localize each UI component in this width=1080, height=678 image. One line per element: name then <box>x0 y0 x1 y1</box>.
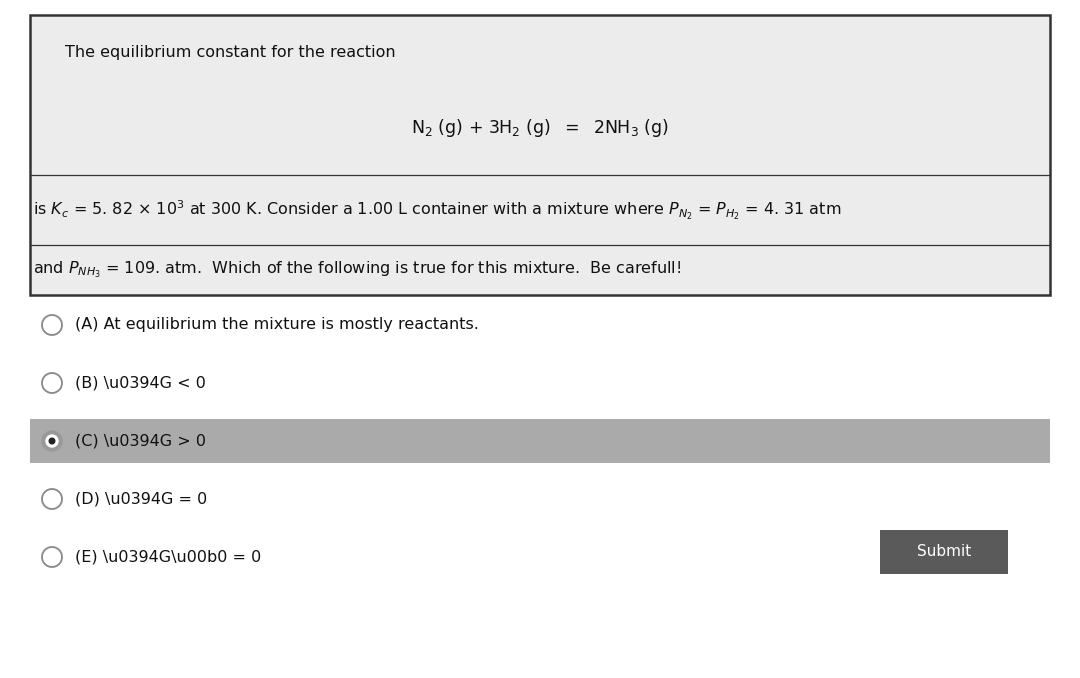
Text: Submit: Submit <box>917 544 971 559</box>
Text: (C) \u0394G > 0: (C) \u0394G > 0 <box>75 433 206 449</box>
Text: (D) \u0394G = 0: (D) \u0394G = 0 <box>75 492 207 506</box>
FancyBboxPatch shape <box>30 15 1050 295</box>
Circle shape <box>42 489 62 509</box>
Text: and $P_{NH_3}$ = 109. atm.  Which of the following is true for this mixture.  Be: and $P_{NH_3}$ = 109. atm. Which of the … <box>33 260 681 280</box>
Text: (E) \u0394G\u00b0 = 0: (E) \u0394G\u00b0 = 0 <box>75 549 261 565</box>
Text: The equilibrium constant for the reaction: The equilibrium constant for the reactio… <box>65 45 395 60</box>
Circle shape <box>50 438 55 444</box>
Text: (A) At equilibrium the mixture is mostly reactants.: (A) At equilibrium the mixture is mostly… <box>75 317 478 332</box>
Text: N$_2$ (g) + 3H$_2$ (g)  $=$  2NH$_3$ (g): N$_2$ (g) + 3H$_2$ (g) $=$ 2NH$_3$ (g) <box>411 117 669 139</box>
Text: is $K_c$ = 5. 82 $\times$ 10$^3$ at 300 K. Consider a 1.00 L container with a mi: is $K_c$ = 5. 82 $\times$ 10$^3$ at 300 … <box>33 199 841 222</box>
Text: (B) \u0394G < 0: (B) \u0394G < 0 <box>75 376 206 391</box>
FancyBboxPatch shape <box>30 419 1050 463</box>
Circle shape <box>46 435 58 447</box>
Circle shape <box>42 547 62 567</box>
Circle shape <box>42 315 62 335</box>
Circle shape <box>42 431 62 451</box>
FancyBboxPatch shape <box>880 530 1008 574</box>
Circle shape <box>42 373 62 393</box>
